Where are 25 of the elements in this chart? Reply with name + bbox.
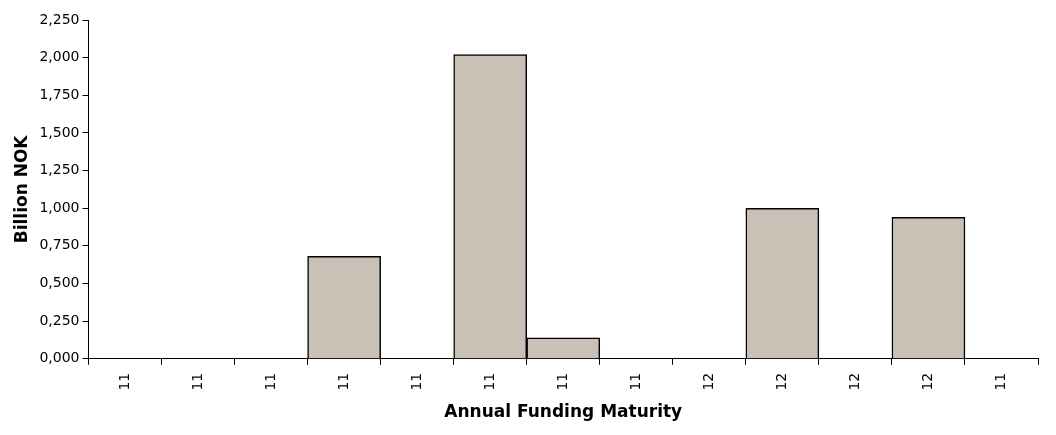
- x-tick-label: 11: [407, 372, 424, 391]
- y-tick-label: 2,250: [39, 10, 80, 27]
- x-axis-title: Annual Funding Maturity: [444, 401, 683, 422]
- y-tick-label: 0,250: [39, 311, 80, 328]
- x-tick-label: 11: [115, 372, 132, 391]
- x-tick-label: 12: [773, 372, 789, 391]
- x-tick-label: 11: [480, 372, 497, 391]
- x-tick-label: 11: [188, 372, 205, 391]
- y-tick-label: 1,000: [39, 198, 80, 215]
- y-tick-label: 1,250: [39, 161, 80, 178]
- x-tick-label: 12: [919, 372, 936, 391]
- y-tick-label: 2,000: [39, 48, 80, 65]
- y-tick-label: 1,500: [39, 123, 80, 140]
- y-axis-title: Billion NOK: [10, 134, 31, 244]
- y-tick-label: 0,000: [39, 349, 80, 366]
- y-tick-label: 1,750: [39, 85, 80, 102]
- x-tick-label: 11: [334, 372, 351, 391]
- x-tick-label: 12: [699, 372, 716, 391]
- x-tick-label: 11: [626, 372, 643, 391]
- y-tick-label: 0,750: [39, 236, 80, 253]
- y-tick-label: 0,500: [39, 274, 80, 291]
- x-tick-label: 12: [846, 372, 863, 391]
- x-tick-label: 11: [553, 372, 570, 391]
- x-tick-label: 11: [992, 372, 1009, 391]
- x-tick-label: 11: [261, 372, 278, 391]
